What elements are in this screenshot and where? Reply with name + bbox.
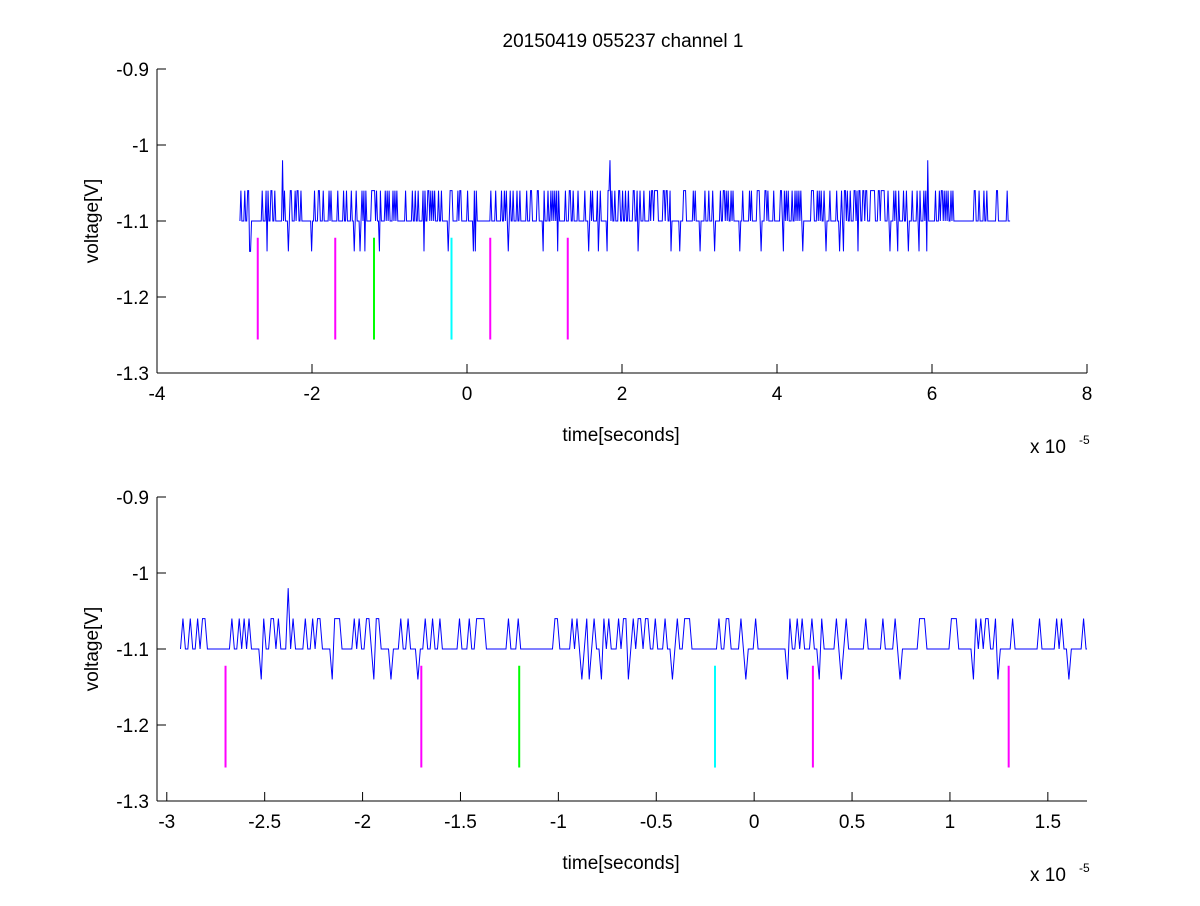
- x-tick-label: -4: [149, 384, 166, 405]
- x-exponent-label: x 10: [1030, 865, 1066, 886]
- x-tick-label: 6: [927, 384, 938, 405]
- x-tick-label: -1: [550, 812, 567, 833]
- y-axis-label: voltage[V]: [82, 607, 103, 692]
- y-tick-label: -1: [132, 136, 149, 157]
- chart-title: 20150419 055237 channel 1: [503, 31, 744, 52]
- x-tick-label: -2: [304, 384, 321, 405]
- y-tick-label: -1.2: [116, 716, 149, 737]
- x-tick-label: 0: [462, 384, 473, 405]
- y-tick-label: -1.2: [116, 288, 149, 309]
- y-axis-label: voltage[V]: [82, 179, 103, 264]
- x-tick-label: -1.5: [444, 812, 477, 833]
- x-axis-label: time[seconds]: [562, 853, 679, 874]
- x-tick-label: -0.5: [640, 812, 673, 833]
- signal-trace: [179, 588, 1087, 680]
- x-axis-label: time[seconds]: [562, 425, 679, 446]
- y-tick-label: -1.1: [116, 212, 149, 233]
- x-exponent-power: -5: [1079, 861, 1090, 875]
- x-exponent-power: -5: [1079, 433, 1090, 447]
- x-tick-label: -2.5: [248, 812, 281, 833]
- x-exponent-label: x 10: [1030, 437, 1066, 458]
- y-tick-label: -0.9: [116, 60, 149, 81]
- top-axes: -4 -2 0 2 4 6 8 -0.9 -1 -1.1 -1.2 -1.3 time[seconds]…: [82, 60, 1092, 458]
- x-tick-label: 0.5: [839, 812, 865, 833]
- y-tick-label: -0.9: [116, 488, 149, 509]
- x-tick-label: 0: [749, 812, 760, 833]
- x-tick-label: 8: [1082, 384, 1093, 405]
- x-tick-label: 4: [772, 384, 783, 405]
- signal-trace: [239, 160, 1011, 252]
- x-tick-label: 1: [945, 812, 956, 833]
- x-tick-label: 1.5: [1035, 812, 1061, 833]
- y-tick-label: -1: [132, 564, 149, 585]
- x-tick-label: 2: [617, 384, 628, 405]
- x-tick-label: -2: [354, 812, 371, 833]
- y-tick-label: -1.3: [116, 792, 149, 813]
- x-tick-label: -3: [158, 812, 175, 833]
- y-tick-label: -1.3: [116, 364, 149, 385]
- bottom-axes: -3 -2.5 -2 -1.5 -1 -0.5 0 0.5 1 1.5 -0.9 -1 -1.1 -1.2…: [82, 488, 1090, 886]
- y-tick-label: -1.1: [116, 640, 149, 661]
